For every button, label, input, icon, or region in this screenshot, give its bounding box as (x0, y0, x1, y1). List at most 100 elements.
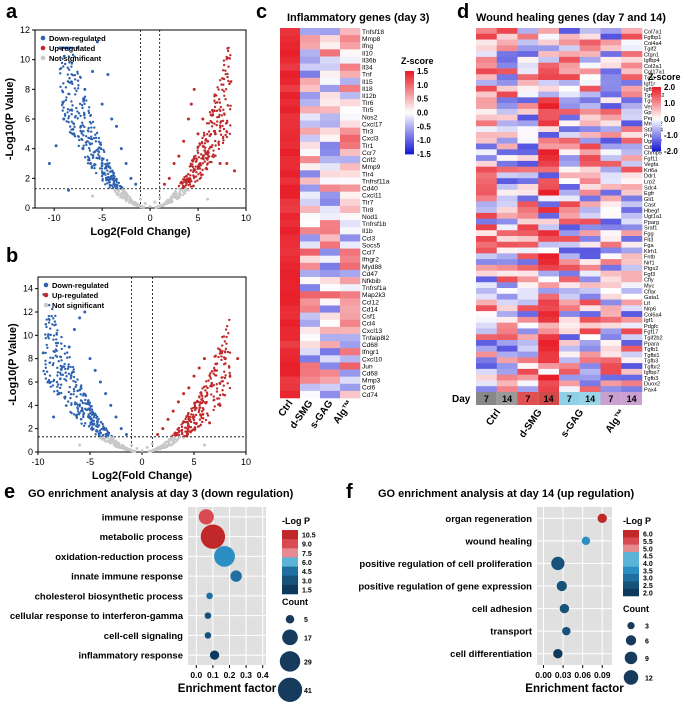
day-label: Day (452, 394, 471, 405)
volcano-point (95, 416, 98, 420)
heatmap-cell (600, 363, 622, 370)
heatmap-row-label: Igfbp3 (644, 87, 660, 93)
heatmap-cell (340, 148, 361, 157)
volcano-point (82, 424, 86, 427)
volcano-point (89, 137, 93, 141)
heatmap-cell (320, 348, 341, 356)
heatmap-cell (476, 363, 498, 370)
volcano-point (98, 155, 101, 158)
heatmap-cell (496, 282, 518, 289)
volcano-point (73, 55, 76, 58)
legend-marker (40, 35, 46, 41)
heatmap-cell (621, 178, 643, 185)
volcano-point (228, 318, 231, 322)
heatmap-cell (517, 311, 539, 318)
volcano-point (198, 395, 201, 398)
colorbar-step (405, 95, 414, 99)
volcano-point (73, 78, 77, 81)
heatmap-cell (280, 184, 301, 192)
heatmap-cell (496, 184, 518, 191)
volcano-point (207, 122, 211, 125)
volcano-point (63, 378, 66, 381)
volcano-point (69, 365, 72, 369)
volcano-point (171, 434, 174, 437)
volcano-point-down-regulated (119, 147, 123, 151)
volcano-point (91, 120, 95, 124)
heatmap-row-label: Ifng (362, 43, 373, 50)
heatmap-cell (621, 184, 643, 191)
volcano-point (89, 411, 92, 415)
volcano-point (126, 198, 129, 201)
heatmap-cell (538, 288, 560, 295)
heatmap-cell (579, 155, 601, 162)
volcano-point (62, 365, 66, 368)
volcano-point (211, 144, 214, 147)
heatmap-cell (559, 68, 581, 75)
heatmap-cell (621, 56, 643, 63)
volcano-point (87, 136, 91, 140)
heatmap-cell (538, 380, 560, 387)
volcano-point-down-regulated (104, 392, 108, 396)
heatmap-cell (280, 291, 301, 299)
heatmap-cell (559, 56, 581, 63)
heatmap-cell (621, 68, 643, 75)
volcano-point (220, 355, 223, 358)
heatmap-cell (517, 270, 539, 277)
heatmap-cell (320, 99, 341, 107)
volcano-point (215, 120, 219, 123)
heatmap-cell (538, 311, 560, 318)
volcano-point (86, 402, 90, 406)
heatmap-cell (559, 45, 581, 52)
volcano-point (190, 159, 194, 162)
heatmap-cell (538, 276, 560, 283)
heatmap-cell (621, 143, 643, 150)
heatmap-cell (538, 28, 560, 35)
volcano-point (52, 378, 56, 382)
heatmap-cell (280, 362, 301, 370)
heatmap-cell (538, 103, 560, 110)
volcano-point (198, 162, 201, 166)
heatmap-cell (517, 28, 539, 35)
heatmap-cell (579, 166, 601, 173)
volcano-point (72, 393, 75, 396)
volcano-point (226, 72, 229, 76)
heatmap-cell (340, 348, 361, 356)
heatmap-cell (300, 134, 321, 143)
heatmap-cell (300, 376, 321, 385)
volcano-point (68, 61, 71, 64)
volcano-point (201, 397, 204, 400)
volcano-point (195, 171, 198, 174)
volcano-point-not-significant (130, 443, 134, 447)
volcano-point (222, 335, 226, 338)
volcano-point (67, 120, 70, 124)
heatmap-cell (496, 374, 518, 381)
volcano-point (80, 132, 83, 135)
volcano-point (81, 401, 85, 405)
heatmap-cell (496, 51, 518, 58)
volcano-point (125, 192, 128, 195)
plot-frame (37, 276, 247, 453)
volcano-point-down-regulated (81, 147, 85, 151)
volcano-point (201, 173, 204, 176)
heatmap-row-label: Cd68 (362, 370, 378, 377)
go-dot (230, 570, 242, 582)
volcano-point (107, 437, 110, 440)
heatmap-cell (340, 77, 361, 86)
volcano-point (201, 162, 204, 165)
volcano-point (208, 134, 211, 138)
volcano-point (97, 417, 100, 421)
colorbar-step (652, 127, 661, 129)
heatmap-cell (496, 299, 518, 306)
volcano-point (189, 162, 192, 165)
heatmap-cell (579, 345, 601, 352)
go-title: GO enrichment analysis at day 3 (down re… (28, 488, 294, 500)
volcano-point (221, 344, 224, 347)
volcano-point (112, 179, 115, 182)
color-legend-tick: 3.0 (302, 578, 312, 585)
x-tick-label: 0.09 (594, 670, 611, 680)
volcano-point (181, 182, 184, 185)
volcano-point (226, 47, 229, 50)
volcano-point (194, 422, 197, 425)
heatmap-cell (600, 270, 622, 277)
